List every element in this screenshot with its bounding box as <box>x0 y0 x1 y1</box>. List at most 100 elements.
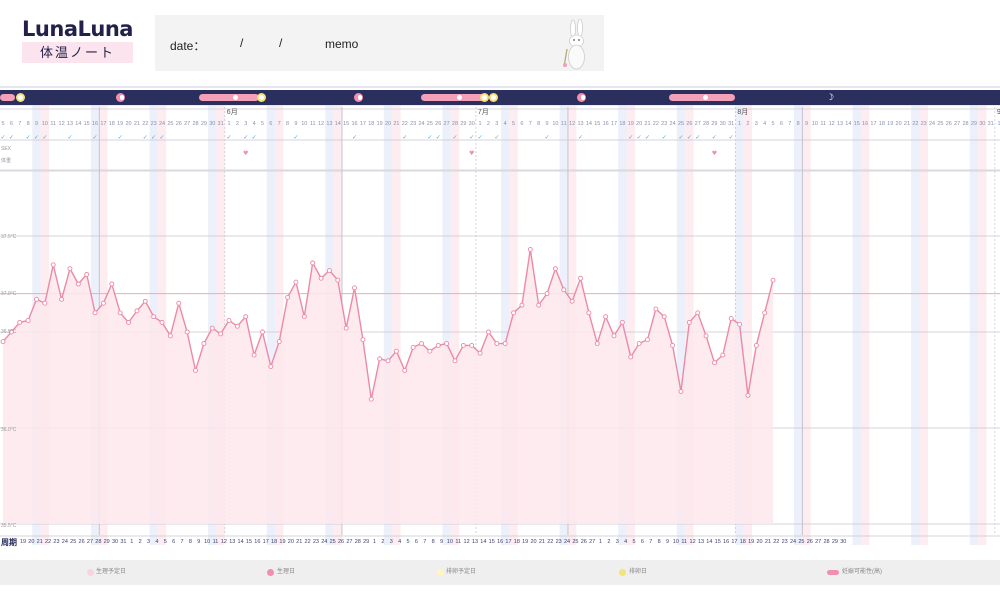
date-label: 5 <box>1 121 4 127</box>
period-mark-icon[interactable] <box>116 93 125 102</box>
date-label: 29 <box>201 121 207 127</box>
temperature-point <box>561 287 567 293</box>
check-icon: ✓ <box>293 134 298 141</box>
date-label: 12 <box>829 121 835 127</box>
cycle-day-label: 13 <box>472 539 478 545</box>
saturday-band <box>969 105 979 545</box>
date-label: 13 <box>326 121 332 127</box>
period-mark-icon[interactable] <box>577 93 586 102</box>
cycle-day-label: 21 <box>539 539 545 545</box>
sunday-band <box>919 105 928 545</box>
date-label: 25 <box>937 121 943 127</box>
temperature-point <box>50 262 56 268</box>
date-label: 28 <box>192 121 198 127</box>
cycle-day-label: 19 <box>279 539 285 545</box>
temperature-point <box>126 319 132 325</box>
period-pill[interactable] <box>199 94 259 101</box>
date-label: 1 <box>997 121 1000 127</box>
check-icon: ✓ <box>352 134 357 141</box>
date-label: 12 <box>59 121 65 127</box>
legend-label: 生理日 <box>277 569 296 575</box>
date-label: 15 <box>854 121 860 127</box>
heart-icon: ♥ <box>712 150 717 157</box>
date-label: 5 <box>772 121 775 127</box>
temperature-point <box>586 310 592 316</box>
cycle-day-label: 7 <box>649 539 652 545</box>
temperature-point <box>134 308 140 314</box>
temperature-point <box>42 300 48 306</box>
date-label: 17 <box>870 121 876 127</box>
period-pill[interactable] <box>669 94 735 101</box>
temperature-point <box>59 296 65 302</box>
date-label: 11 <box>561 121 567 127</box>
date-label: 23 <box>921 121 927 127</box>
date-label: 21 <box>644 121 650 127</box>
check-icon: ✓ <box>687 134 692 141</box>
temperature-point <box>745 392 751 398</box>
ovulation-icon[interactable] <box>480 93 489 102</box>
saturday-band <box>383 105 393 545</box>
ovulation-icon[interactable] <box>257 93 266 102</box>
cycle-day-label: 28 <box>95 539 101 545</box>
period-mark-icon[interactable] <box>354 93 363 102</box>
date-label: 21 <box>134 121 140 127</box>
temperature-point <box>686 319 692 325</box>
temperature-point <box>619 319 625 325</box>
temperature-point <box>762 310 768 316</box>
cycle-day-label: 22 <box>45 539 51 545</box>
check-icon: ✓ <box>9 134 14 141</box>
cycle-day-label: 15 <box>489 539 495 545</box>
date-label: 18 <box>368 121 374 127</box>
cycle-day-label: 14 <box>238 539 244 545</box>
cycle-day-label: 9 <box>666 539 669 545</box>
date-label: 29 <box>460 121 466 127</box>
date-label: 7 <box>788 121 791 127</box>
temperature-point <box>92 310 98 316</box>
app-logo[interactable]: LunaLuna 体温ノート <box>20 16 135 64</box>
sunday-band <box>802 105 811 545</box>
legend-swatch <box>87 569 94 576</box>
temperature-point <box>628 354 634 360</box>
date-label: 30 <box>469 121 475 127</box>
check-icon: ✓ <box>628 134 633 141</box>
temperature-point <box>578 275 583 281</box>
ovulation-icon[interactable] <box>16 93 25 102</box>
date-row: 5 6 7 8 9 10 11 12 13 14 15 16 17 18 19 20 21 22 23 24 25 26 2… <box>1 121 1000 127</box>
date-label: 24 <box>418 121 424 127</box>
date-label: 5 <box>512 121 515 127</box>
date-label: 4 <box>504 121 507 127</box>
temperature-point <box>377 356 383 362</box>
temperature-point <box>460 342 466 348</box>
temperature-point <box>594 341 600 346</box>
cycle-day-label: 21 <box>765 539 771 545</box>
month-label: 8月 <box>737 108 748 116</box>
cycle-day-row: 19 20 21 22 23 24 25 26 27 28 29 30 31 1 2 3 4 5 6 7 8 9 10 11 1… <box>20 539 846 545</box>
cycle-day-label: 29 <box>363 539 369 545</box>
temperature-point <box>653 306 659 312</box>
cycle-day-label: 17 <box>505 539 511 545</box>
sunday-band <box>626 105 635 545</box>
check-icon: ✓ <box>34 134 39 141</box>
check-icon: ✓ <box>662 134 667 141</box>
temperature-point <box>737 321 743 327</box>
period-pill[interactable] <box>0 94 15 101</box>
cycle-day-label: 12 <box>464 539 470 545</box>
date-label: 22 <box>402 121 408 127</box>
check-icon: ✓ <box>494 134 499 141</box>
saturday-band <box>852 105 861 545</box>
temperature-point <box>243 314 249 320</box>
temperature-point <box>402 367 408 373</box>
legend-label: 生理予定日 <box>96 569 127 575</box>
temperature-point <box>661 314 667 320</box>
sunday-band <box>392 105 401 545</box>
cycle-day-label: 25 <box>572 539 578 545</box>
date-label: 28 <box>962 121 968 127</box>
cycle-day-label: 3 <box>390 539 393 545</box>
temperature-point <box>486 329 491 335</box>
check-icon: ✓ <box>578 134 583 141</box>
ovulation-icon[interactable] <box>489 93 498 102</box>
pill-dot <box>233 95 238 100</box>
cycle-day-label: 18 <box>271 539 277 545</box>
date-label: 24 <box>670 121 676 127</box>
period-pill[interactable] <box>421 94 487 101</box>
